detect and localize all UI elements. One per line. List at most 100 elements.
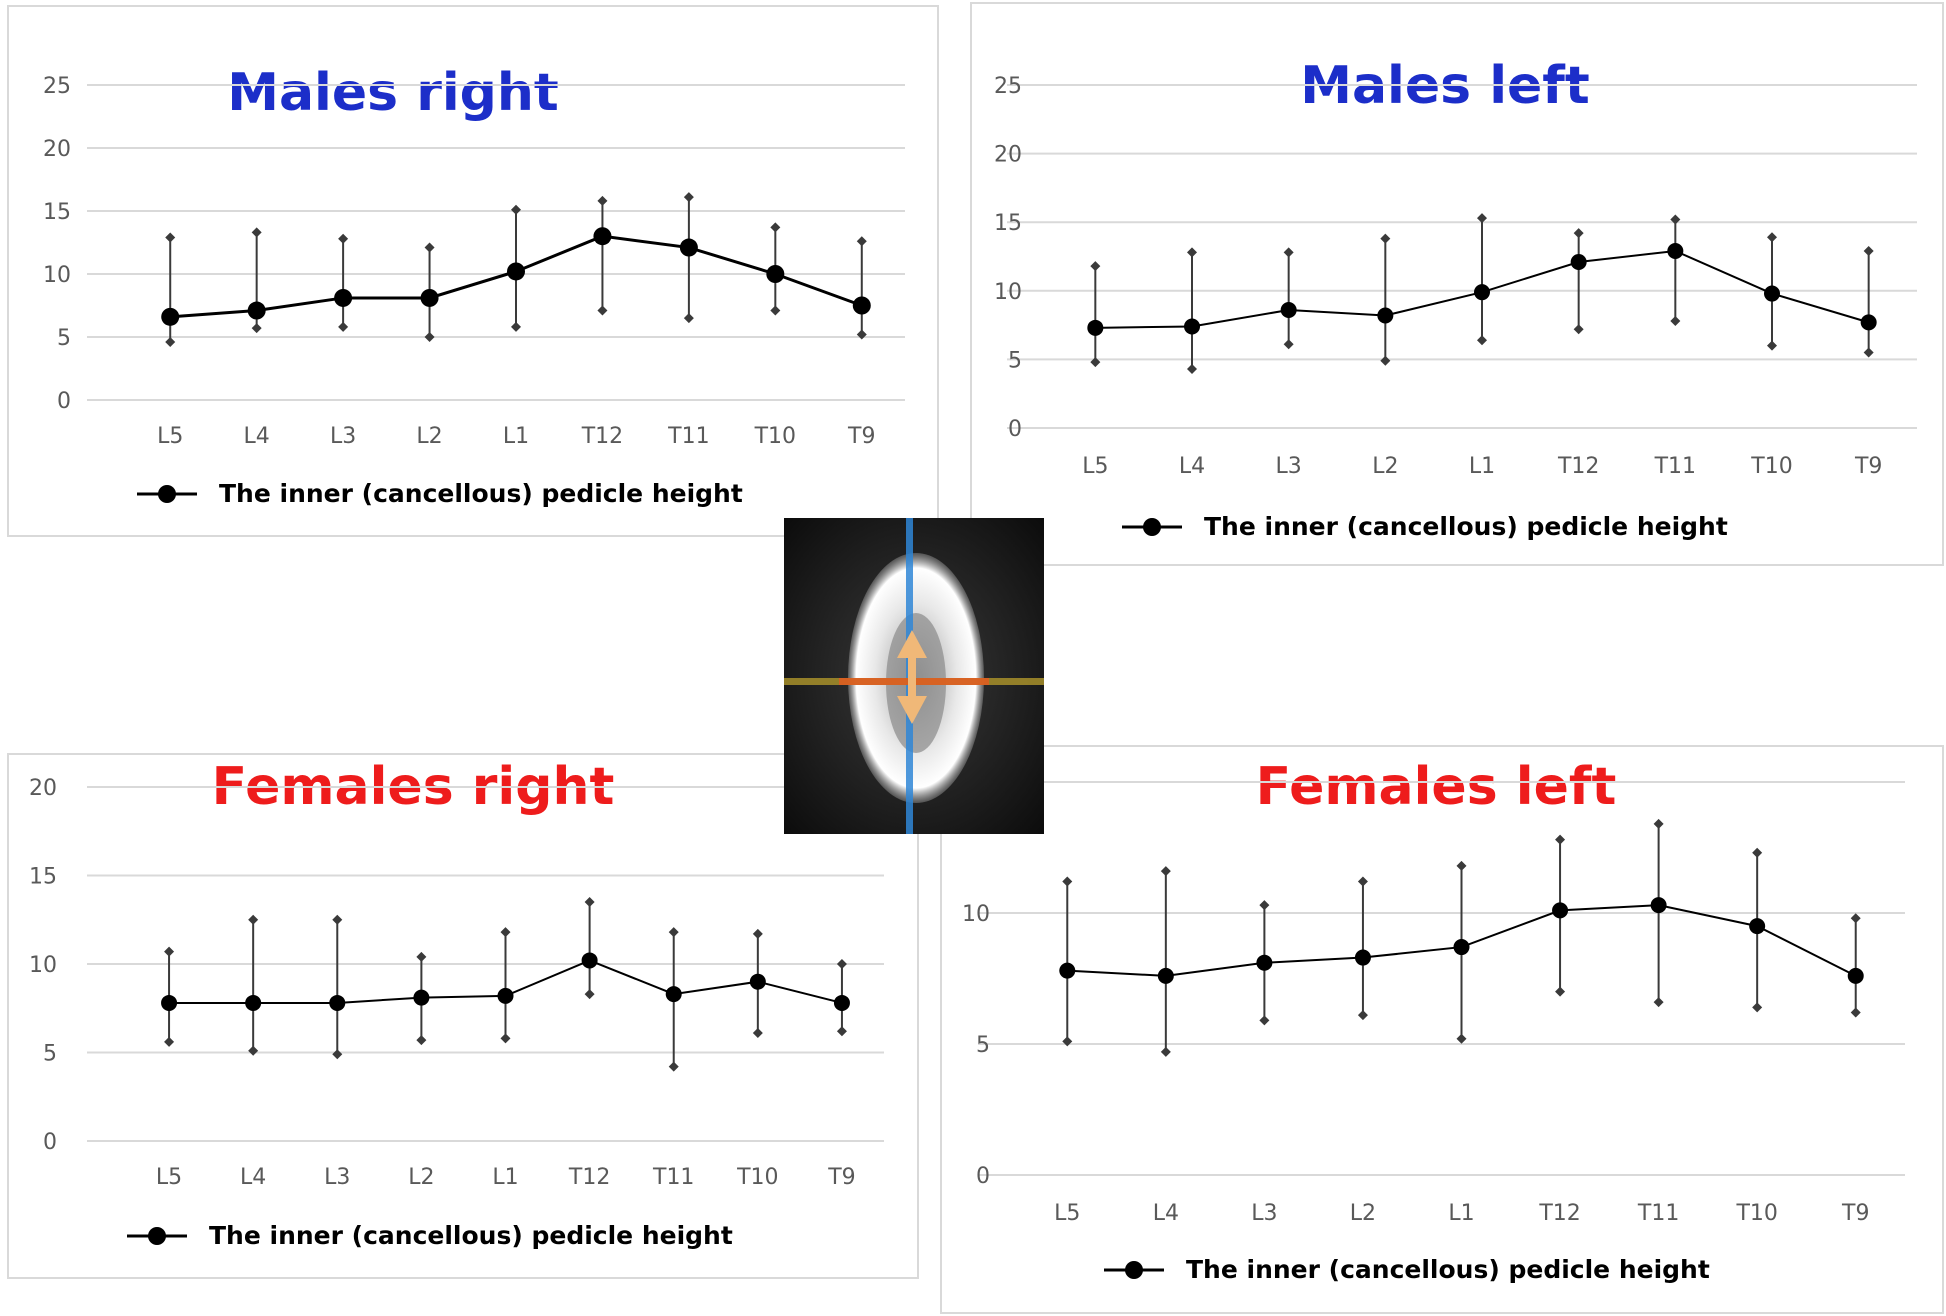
y-tick-label: 20 bbox=[43, 137, 71, 162]
error-cap bbox=[770, 222, 781, 233]
error-cap bbox=[1160, 1046, 1171, 1057]
error-cap bbox=[248, 914, 259, 925]
x-tick-label: L5 bbox=[1082, 454, 1108, 479]
data-point bbox=[852, 296, 871, 315]
error-cap bbox=[584, 989, 595, 1000]
x-tick-label: T10 bbox=[754, 424, 796, 449]
x-tick-label: L3 bbox=[330, 424, 356, 449]
y-tick-label: 15 bbox=[43, 200, 71, 225]
x-tick-label: T12 bbox=[581, 424, 623, 449]
error-cap bbox=[1456, 1033, 1467, 1044]
data-point bbox=[1184, 318, 1200, 335]
data-point bbox=[507, 262, 525, 281]
data-point bbox=[581, 952, 598, 969]
error-cap bbox=[1670, 214, 1681, 225]
data-point bbox=[329, 994, 346, 1011]
error-cap bbox=[164, 946, 175, 957]
x-tick-label: L5 bbox=[1054, 1201, 1080, 1226]
x-tick-label: T10 bbox=[1735, 1201, 1777, 1226]
legend-marker-icon bbox=[1122, 517, 1182, 536]
error-cap bbox=[597, 195, 608, 206]
y-tick-label: 5 bbox=[43, 1042, 57, 1067]
x-tick-label: T11 bbox=[1637, 1201, 1679, 1226]
data-point bbox=[247, 301, 266, 320]
error-cap bbox=[332, 914, 343, 925]
data-point bbox=[161, 994, 178, 1011]
error-cap bbox=[1090, 261, 1101, 272]
error-cap bbox=[836, 959, 847, 969]
data-point bbox=[1667, 243, 1684, 260]
error-cap bbox=[1259, 1015, 1270, 1026]
error-cap bbox=[500, 1033, 511, 1044]
error-cap bbox=[1357, 876, 1368, 887]
data-point bbox=[497, 987, 514, 1004]
error-cap bbox=[1573, 228, 1584, 239]
y-tick-label: 5 bbox=[1008, 348, 1022, 373]
error-cap bbox=[668, 1061, 679, 1072]
y-tick-label: 15 bbox=[29, 865, 57, 890]
x-tick-label: L1 bbox=[1448, 1201, 1474, 1226]
x-tick-label: T10 bbox=[1750, 454, 1792, 479]
data-point bbox=[1764, 285, 1780, 302]
x-tick-label: L2 bbox=[416, 424, 442, 449]
error-cap bbox=[1062, 1036, 1073, 1047]
error-cap bbox=[511, 321, 521, 332]
x-tick-label: T9 bbox=[827, 1165, 855, 1190]
error-cap bbox=[332, 1049, 343, 1060]
data-point bbox=[1474, 284, 1490, 301]
error-cap bbox=[683, 313, 694, 324]
error-cap bbox=[1653, 997, 1664, 1008]
error-cap bbox=[1653, 818, 1664, 829]
error-cap bbox=[1752, 1002, 1763, 1013]
y-tick-label: 15 bbox=[994, 211, 1022, 236]
data-point bbox=[1059, 962, 1076, 979]
x-tick-label: L5 bbox=[156, 1165, 182, 1190]
y-tick-label: 10 bbox=[43, 263, 71, 288]
y-tick-label: 25 bbox=[43, 74, 71, 99]
x-tick-label: L4 bbox=[1153, 1201, 1179, 1226]
error-cap bbox=[164, 1036, 175, 1047]
error-cap bbox=[584, 897, 595, 908]
error-cap bbox=[1477, 335, 1487, 346]
legend-label: The inner (cancellous) pedicle height bbox=[1186, 1255, 1710, 1284]
error-cap bbox=[1752, 847, 1763, 858]
x-tick-label: L2 bbox=[1372, 454, 1398, 479]
error-cap bbox=[1863, 347, 1874, 358]
chart-plot: 0 5 10 15 20 25 L5 L4 L3 L2 L1 T12 T11 T10 T9 bbox=[994, 74, 1917, 479]
error-cap bbox=[1357, 1010, 1368, 1021]
error-cap bbox=[251, 323, 262, 334]
x-tick-label: L3 bbox=[1251, 1201, 1277, 1226]
data-point bbox=[593, 227, 612, 246]
error-cap bbox=[1850, 913, 1861, 924]
x-tick-label: T11 bbox=[1654, 454, 1696, 479]
x-tick-label: T11 bbox=[667, 424, 709, 449]
error-cap bbox=[1456, 860, 1467, 871]
x-tick-label: L3 bbox=[1276, 454, 1302, 479]
legend-marker-icon bbox=[127, 1226, 187, 1245]
x-tick-label: L1 bbox=[1469, 454, 1495, 479]
y-tick-label: 0 bbox=[43, 1130, 57, 1155]
x-tick-label: L3 bbox=[324, 1165, 350, 1190]
error-cap bbox=[1283, 339, 1294, 350]
x-tick-label: T12 bbox=[568, 1165, 610, 1190]
data-point bbox=[161, 307, 180, 326]
legend-marker-icon bbox=[1104, 1260, 1164, 1279]
error-cap bbox=[668, 927, 679, 938]
error-cap bbox=[1767, 232, 1777, 243]
x-tick-label: L5 bbox=[157, 424, 183, 449]
chart-title: Females left bbox=[1255, 757, 1617, 817]
error-cap bbox=[856, 236, 867, 247]
error-cap bbox=[251, 227, 262, 238]
chart-title: Males right bbox=[227, 63, 559, 123]
data-point bbox=[1860, 314, 1877, 331]
error-cap bbox=[416, 951, 427, 962]
y-tick-label: 0 bbox=[976, 1164, 990, 1189]
data-point bbox=[1157, 967, 1174, 984]
error-cap bbox=[1573, 324, 1584, 335]
data-point bbox=[1453, 939, 1470, 956]
data-point bbox=[1570, 253, 1587, 270]
chart-legend: The inner (cancellous) pedicle height bbox=[135, 479, 743, 508]
error-cap bbox=[1380, 355, 1391, 366]
error-cap bbox=[1477, 213, 1487, 224]
chart-panel-males-left: Males left 0 5 10 15 20 25 L5 L4 L3 L2 L1 T12 T11 T10… bbox=[970, 2, 1944, 566]
